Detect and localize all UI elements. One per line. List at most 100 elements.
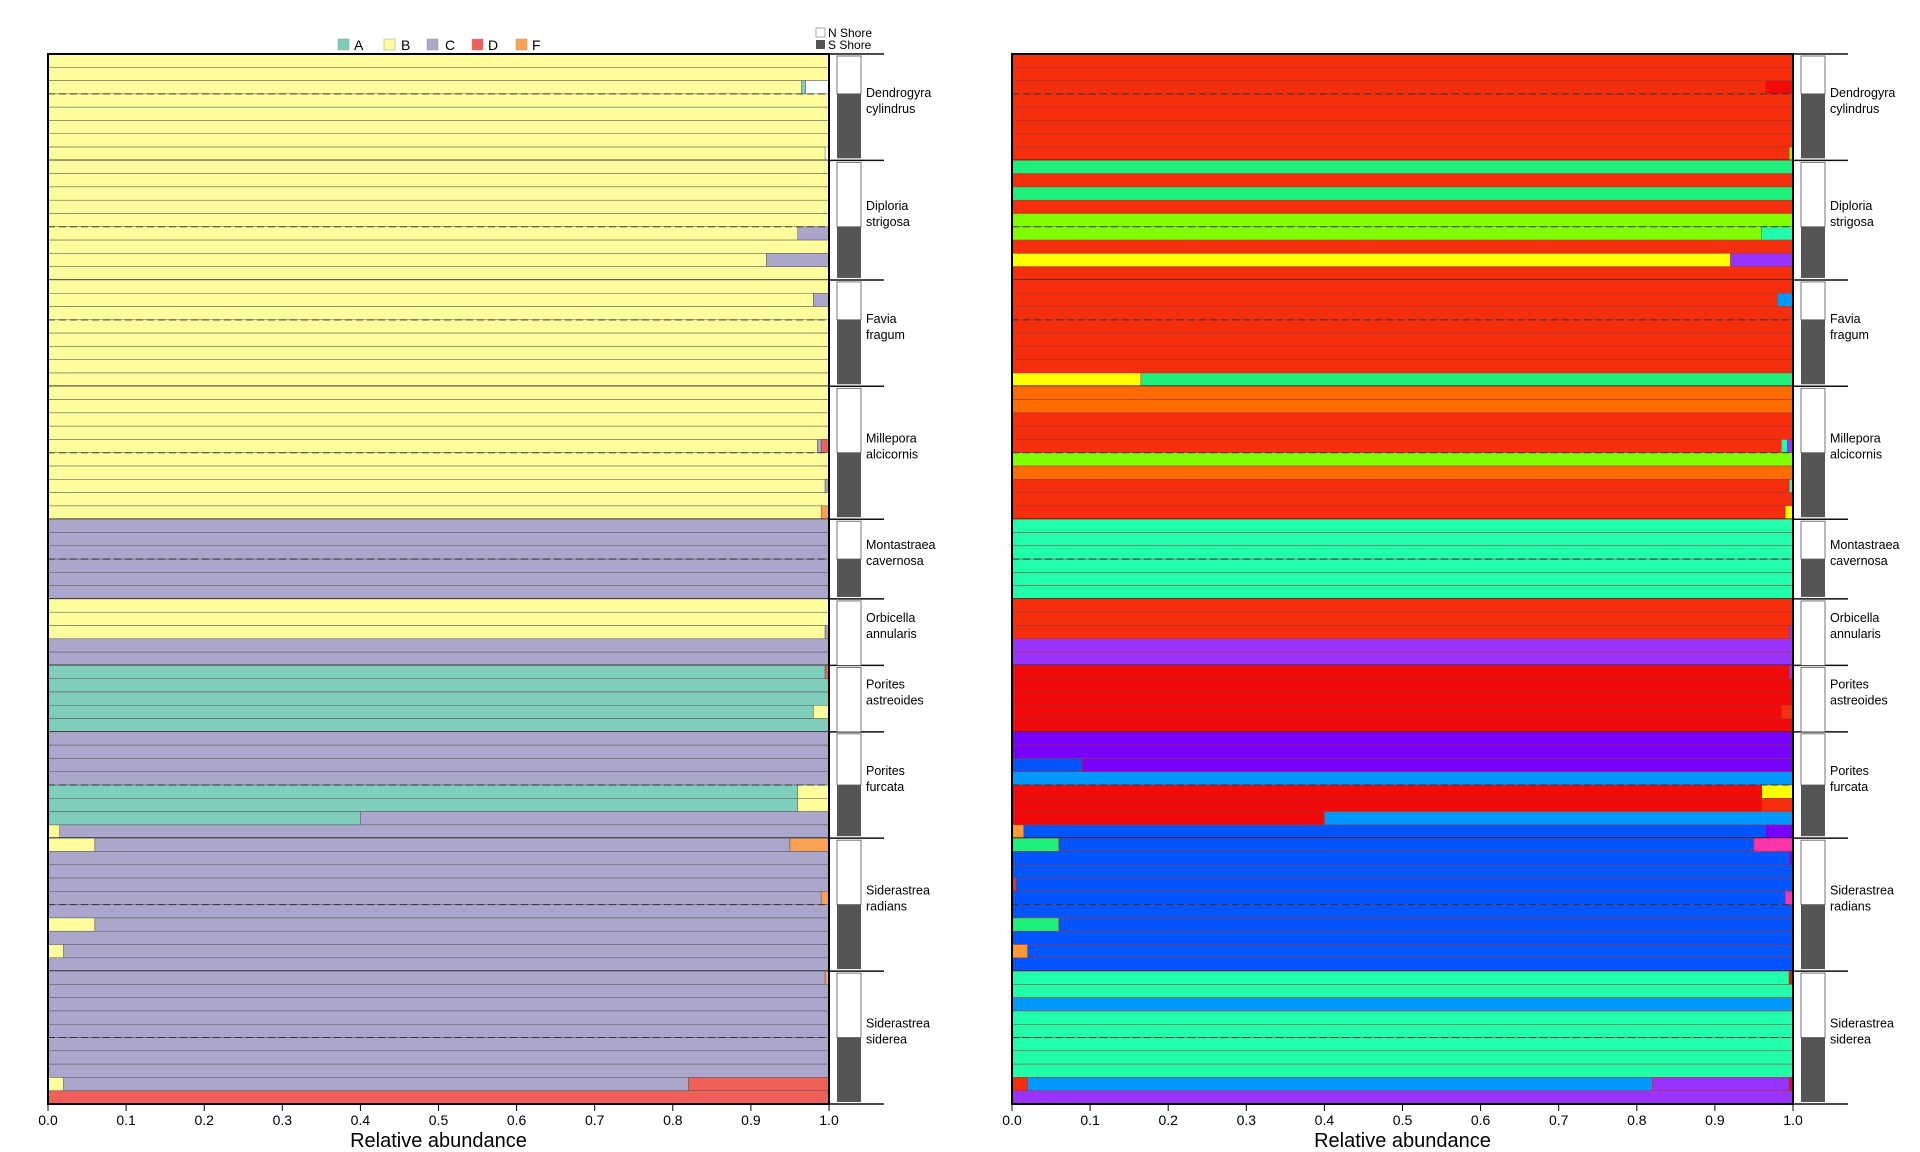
bar-segment	[1011, 146, 1790, 161]
bar-segment	[47, 239, 830, 254]
species-label: strigosa	[1830, 215, 1874, 229]
bar-segment	[1011, 758, 1083, 772]
bar-segment	[47, 891, 822, 905]
bar-segment	[47, 705, 814, 719]
x-tick-label: 0.5	[429, 1112, 449, 1128]
bar-segment	[47, 412, 830, 427]
shore-bar-north	[1800, 281, 1826, 321]
x-axis-title: Relative abundance	[1314, 1130, 1491, 1152]
shore-bar-south	[837, 226, 861, 278]
bar-segment	[47, 479, 826, 493]
bar-segment	[47, 120, 830, 134]
shore-bar-south	[1801, 785, 1825, 837]
bar-segment	[766, 253, 830, 267]
bar-segment	[1011, 598, 1794, 613]
shore-bar-north	[1800, 600, 1826, 666]
bar-segment	[47, 146, 826, 161]
bar-segment	[47, 452, 830, 467]
x-tick-label: 0.6	[507, 1112, 527, 1128]
species-label: Porites	[1830, 764, 1869, 778]
species-label: fragum	[866, 328, 905, 342]
bar-segment	[820, 891, 830, 905]
bar-segment	[1011, 957, 1794, 972]
shore-bar-south	[837, 785, 861, 837]
shore-bar-north	[836, 733, 862, 786]
bar-segment	[1011, 279, 1794, 294]
species-label: cavernosa	[1830, 554, 1888, 568]
shore-bar-north	[1800, 733, 1826, 786]
bar-segment	[47, 186, 830, 201]
bar-segment	[1011, 851, 1790, 866]
shore-bar-south	[1801, 904, 1825, 970]
species-label: Orbicella	[1830, 611, 1879, 625]
bar-segment	[47, 319, 830, 334]
shore-bar-north	[1800, 387, 1826, 454]
bar-segment	[1011, 970, 1790, 985]
bar-segment	[47, 864, 830, 879]
legend-swatch-f	[515, 38, 528, 51]
species-label: Montastraea	[866, 538, 936, 552]
x-tick-label: 0.9	[1705, 1112, 1725, 1128]
bar-segment	[47, 651, 830, 666]
shore-bar-north	[1800, 972, 1826, 1038]
bar-segment	[47, 798, 799, 812]
bar-segment	[1011, 479, 1790, 493]
species-label: radians	[1830, 900, 1871, 914]
bar-segment	[1011, 93, 1794, 108]
bar-segment	[1011, 80, 1766, 95]
bar-segment	[1011, 585, 1794, 600]
bar-segment	[1015, 877, 1794, 892]
bar-segment	[47, 160, 830, 174]
bar-segment	[47, 465, 830, 480]
bar-segment	[797, 784, 830, 799]
species-label: Favia	[866, 312, 897, 326]
bar-segment	[1011, 412, 1794, 427]
species-label: Siderastrea	[1830, 1017, 1894, 1031]
bar-segment	[1753, 837, 1794, 852]
bar-segment	[47, 93, 830, 108]
bar-segment	[1011, 213, 1794, 228]
bar-segment	[47, 518, 830, 533]
bar-segment	[1765, 80, 1794, 95]
x-tick-label: 0.2	[1158, 1112, 1178, 1128]
legend-shore: N Shore S Shore	[815, 26, 872, 52]
bar-segment	[1011, 558, 1794, 573]
bar-segment	[1784, 891, 1794, 905]
species-label: Diploria	[866, 199, 908, 213]
bar-segment	[1011, 665, 1790, 679]
shore-bar-north	[1800, 520, 1826, 560]
bar-segment	[797, 226, 830, 241]
x-tick-label: 1.0	[1783, 1112, 1803, 1128]
legend-swatch-a	[337, 38, 350, 51]
bar-segment	[1023, 824, 1766, 839]
bar-segment	[47, 585, 830, 600]
bar-segment	[1011, 718, 1794, 733]
bar-segment	[805, 80, 830, 95]
bar-segment	[47, 1010, 830, 1025]
bar-segment	[1011, 1063, 1794, 1078]
bar-segment	[1011, 611, 1794, 626]
x-tick-label: 0.1	[1080, 1112, 1100, 1128]
shore-bar-north	[836, 666, 862, 733]
bar-segment	[1011, 359, 1794, 374]
bar-segment	[1011, 67, 1794, 81]
species-label: cylindrus	[1830, 102, 1879, 116]
bar-segment	[1011, 811, 1325, 826]
bar-segment	[1011, 439, 1782, 453]
species-label: astreoides	[866, 694, 924, 708]
bar-segment	[1765, 824, 1794, 839]
bar-segment	[1011, 532, 1794, 547]
species-label: alcicornis	[866, 448, 918, 462]
bar-segment	[47, 292, 814, 307]
bar-segment	[47, 279, 830, 294]
shore-bar-north	[836, 972, 862, 1038]
species-label: annularis	[866, 627, 917, 641]
x-tick-label: 0.9	[741, 1112, 761, 1128]
species-label: siderea	[866, 1033, 907, 1047]
legend-swatch-c	[426, 38, 439, 51]
bar-segment	[47, 917, 96, 932]
bar-segment	[1011, 518, 1794, 533]
bar-segment	[1011, 798, 1763, 812]
bar-segment	[1011, 930, 1794, 945]
